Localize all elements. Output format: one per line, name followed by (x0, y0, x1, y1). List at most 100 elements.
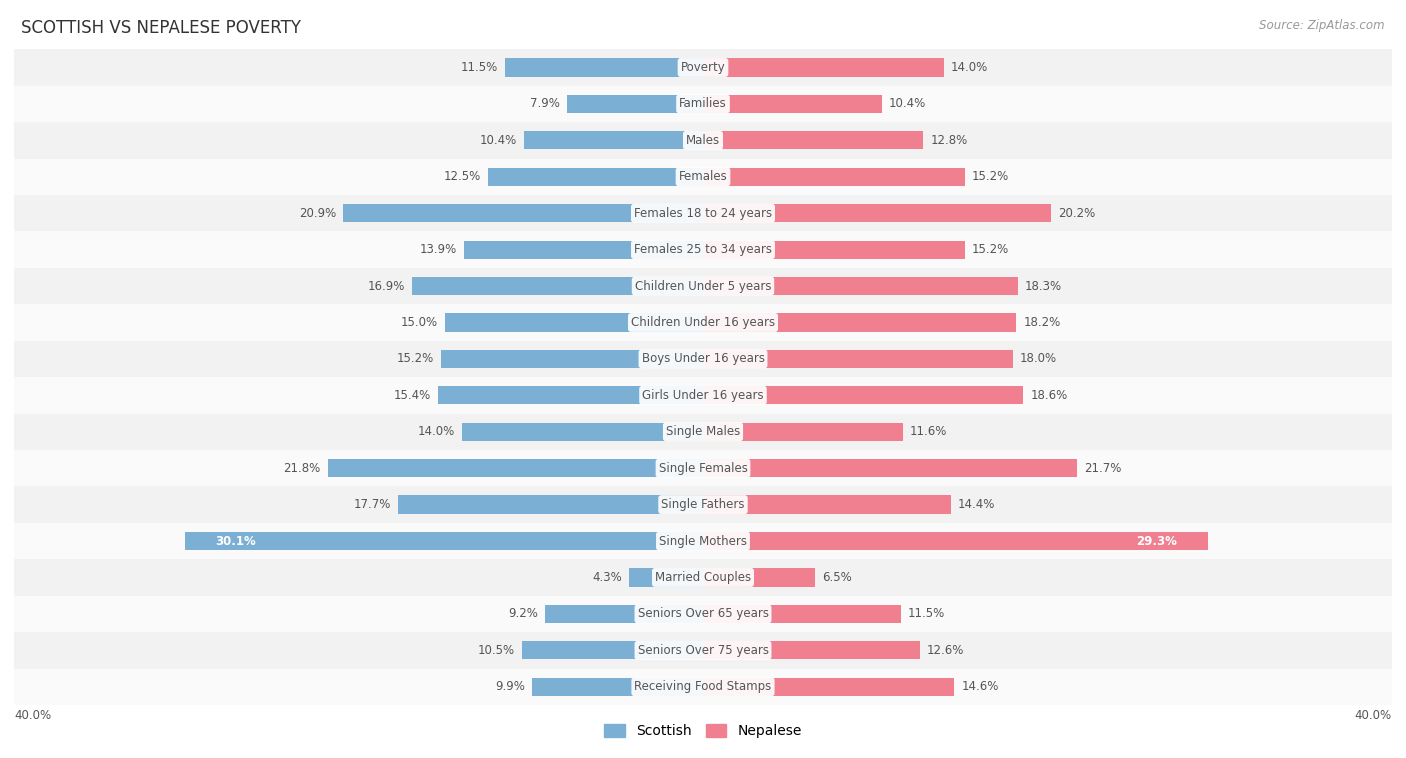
Text: 18.3%: 18.3% (1025, 280, 1062, 293)
Text: 4.3%: 4.3% (592, 571, 621, 584)
Text: Children Under 16 years: Children Under 16 years (631, 316, 775, 329)
Bar (703, 240, 965, 258)
Text: Children Under 5 years: Children Under 5 years (634, 280, 772, 293)
Text: 15.2%: 15.2% (972, 243, 1010, 256)
Text: 15.0%: 15.0% (401, 316, 437, 329)
Bar (703, 459, 1077, 478)
Bar (703, 568, 815, 587)
Bar (703, 532, 1208, 550)
Text: 11.5%: 11.5% (908, 607, 945, 620)
Text: 30.1%: 30.1% (215, 534, 256, 547)
Bar (14, 487, 1392, 523)
Text: 20.2%: 20.2% (1057, 207, 1095, 220)
Text: 6.5%: 6.5% (823, 571, 852, 584)
Bar (441, 349, 703, 368)
Text: 12.8%: 12.8% (931, 134, 967, 147)
Legend: Scottish, Nepalese: Scottish, Nepalese (599, 719, 807, 744)
Bar (444, 313, 703, 331)
Text: 12.6%: 12.6% (927, 644, 965, 656)
Bar (14, 231, 1392, 268)
Text: 11.6%: 11.6% (910, 425, 948, 438)
Text: 40.0%: 40.0% (1355, 709, 1392, 722)
Text: 14.4%: 14.4% (957, 498, 995, 511)
Bar (703, 349, 1012, 368)
Bar (703, 423, 903, 441)
Text: 21.8%: 21.8% (284, 462, 321, 475)
Text: 14.0%: 14.0% (950, 61, 988, 74)
Text: 9.9%: 9.9% (496, 680, 526, 694)
Bar (461, 423, 703, 441)
Bar (703, 678, 955, 696)
Bar (703, 168, 965, 186)
Text: Source: ZipAtlas.com: Source: ZipAtlas.com (1260, 19, 1385, 32)
Text: 12.5%: 12.5% (443, 171, 481, 183)
Bar (703, 95, 882, 113)
Bar (14, 86, 1392, 122)
Bar (703, 58, 945, 77)
Bar (437, 387, 703, 405)
Bar (567, 95, 703, 113)
Text: 10.5%: 10.5% (478, 644, 515, 656)
Bar (14, 340, 1392, 377)
Bar (703, 313, 1017, 331)
Bar (544, 605, 703, 623)
Bar (628, 568, 703, 587)
Bar (14, 304, 1392, 340)
Bar (14, 450, 1392, 487)
Text: 10.4%: 10.4% (889, 98, 927, 111)
Text: 15.2%: 15.2% (396, 352, 434, 365)
Text: 14.0%: 14.0% (418, 425, 456, 438)
Bar (14, 559, 1392, 596)
Bar (703, 131, 924, 149)
Bar (488, 168, 703, 186)
Bar (412, 277, 703, 295)
Text: 18.2%: 18.2% (1024, 316, 1060, 329)
Text: Females: Females (679, 171, 727, 183)
Bar (703, 496, 950, 514)
Bar (14, 596, 1392, 632)
Text: 13.9%: 13.9% (419, 243, 457, 256)
Text: Married Couples: Married Couples (655, 571, 751, 584)
Text: Receiving Food Stamps: Receiving Food Stamps (634, 680, 772, 694)
Text: 11.5%: 11.5% (461, 61, 498, 74)
Text: Boys Under 16 years: Boys Under 16 years (641, 352, 765, 365)
Bar (14, 49, 1392, 86)
Bar (14, 669, 1392, 705)
Bar (14, 632, 1392, 669)
Text: 16.9%: 16.9% (367, 280, 405, 293)
Bar (184, 532, 703, 550)
Bar (14, 377, 1392, 414)
Bar (14, 158, 1392, 195)
Text: Seniors Over 65 years: Seniors Over 65 years (637, 607, 769, 620)
Text: Poverty: Poverty (681, 61, 725, 74)
Text: Single Males: Single Males (666, 425, 740, 438)
Bar (14, 268, 1392, 304)
Text: 15.2%: 15.2% (972, 171, 1010, 183)
Text: Males: Males (686, 134, 720, 147)
Text: Girls Under 16 years: Girls Under 16 years (643, 389, 763, 402)
Bar (14, 414, 1392, 450)
Text: Single Females: Single Females (658, 462, 748, 475)
Text: 9.2%: 9.2% (508, 607, 537, 620)
Text: 7.9%: 7.9% (530, 98, 560, 111)
Text: 20.9%: 20.9% (299, 207, 336, 220)
Bar (522, 641, 703, 659)
Text: 18.0%: 18.0% (1019, 352, 1057, 365)
Bar (343, 204, 703, 222)
Text: Seniors Over 75 years: Seniors Over 75 years (637, 644, 769, 656)
Text: Females 25 to 34 years: Females 25 to 34 years (634, 243, 772, 256)
Text: 40.0%: 40.0% (14, 709, 51, 722)
Text: 10.4%: 10.4% (479, 134, 517, 147)
Bar (14, 122, 1392, 158)
Bar (464, 240, 703, 258)
Bar (703, 605, 901, 623)
Bar (14, 523, 1392, 559)
Text: Single Mothers: Single Mothers (659, 534, 747, 547)
Bar (703, 641, 920, 659)
Bar (703, 204, 1050, 222)
Text: 17.7%: 17.7% (354, 498, 391, 511)
Text: 15.4%: 15.4% (394, 389, 430, 402)
Bar (328, 459, 703, 478)
Text: 29.3%: 29.3% (1136, 534, 1177, 547)
Text: 18.6%: 18.6% (1031, 389, 1067, 402)
